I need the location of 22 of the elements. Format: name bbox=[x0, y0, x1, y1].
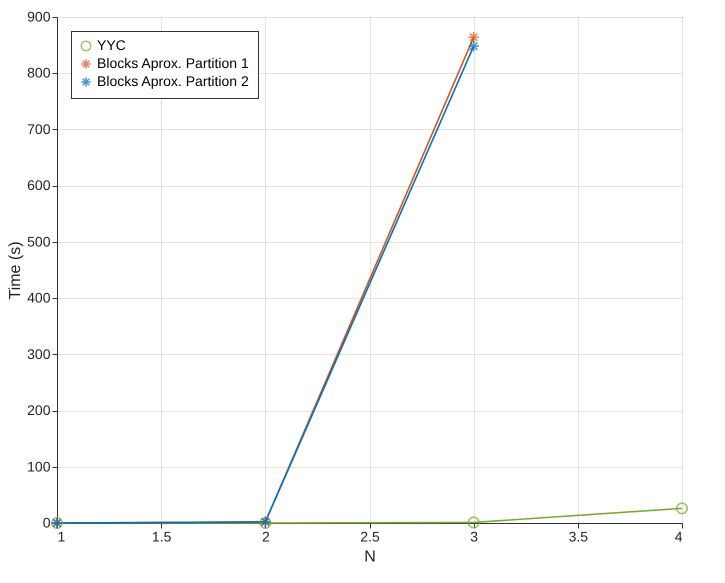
x-tick-label: 2 bbox=[262, 528, 270, 544]
y-tick-label: 200 bbox=[27, 402, 51, 418]
x-tick-label: 1 bbox=[58, 528, 66, 544]
legend-label: YYC bbox=[97, 37, 126, 53]
y-tick-label: 600 bbox=[27, 177, 51, 194]
y-tick-label: 700 bbox=[27, 120, 51, 137]
y-axis-title: Time (s) bbox=[7, 241, 24, 300]
x-tick-label: 4 bbox=[674, 528, 683, 544]
legend-label: Blocks Aprox. Partition 2 bbox=[97, 73, 249, 89]
y-tick-label: 0 bbox=[42, 514, 51, 530]
y-tick-label: 500 bbox=[27, 233, 51, 250]
y-tick-label: 300 bbox=[27, 346, 51, 362]
y-tick-label: 900 bbox=[27, 8, 51, 24]
x-tick-label: 3.5 bbox=[568, 528, 588, 544]
y-tick-label: 400 bbox=[27, 290, 51, 306]
x-tick-label: 2.5 bbox=[360, 528, 380, 544]
y-tick-label: 800 bbox=[27, 64, 51, 81]
x-axis-title: N bbox=[364, 548, 376, 566]
y-tick-label: 100 bbox=[27, 458, 51, 474]
x-tick-label: 1.5 bbox=[152, 528, 172, 544]
x-tick-label: 3 bbox=[470, 528, 478, 544]
legend-label: Blocks Aprox. Partition 1 bbox=[97, 55, 249, 71]
